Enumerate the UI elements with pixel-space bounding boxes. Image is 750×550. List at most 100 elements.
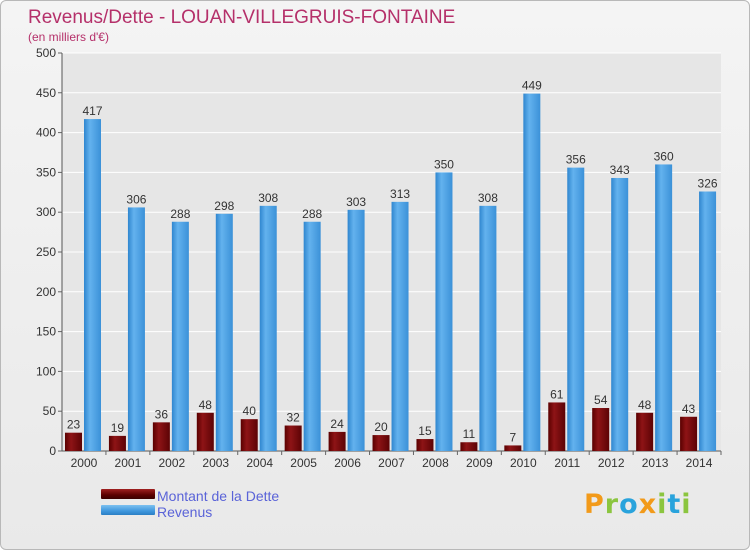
- data-label-revenus-2014: 326: [698, 177, 718, 191]
- proxiti-logo: Proxiti: [584, 489, 692, 520]
- bar-revenus-2012: [611, 177, 629, 452]
- bar-dette-2004: [240, 419, 258, 451]
- data-label-revenus-2007: 313: [390, 187, 410, 201]
- legend-label-dette: Montant de la Dette: [157, 488, 280, 504]
- data-label-dette-2010: 7: [509, 430, 516, 444]
- x-tick-label-2006: 2006: [334, 456, 361, 470]
- bar-revenus-2011: [567, 167, 585, 451]
- data-label-revenus-2005: 288: [302, 207, 322, 221]
- bar-dette-2003: [196, 412, 214, 451]
- x-tick-label-2002: 2002: [158, 456, 185, 470]
- bar-revenus-2007: [391, 201, 409, 451]
- x-tick-label-2007: 2007: [378, 456, 405, 470]
- bar-revenus-2003: [215, 213, 233, 451]
- bar-dette-2009: [460, 442, 478, 451]
- data-label-dette-2001: 19: [111, 421, 125, 435]
- data-label-revenus-2009: 308: [478, 191, 498, 205]
- bar-revenus-2005: [303, 221, 321, 451]
- data-label-dette-2009: 11: [463, 427, 476, 441]
- data-label-revenus-2001: 306: [126, 192, 146, 206]
- bar-revenus-2002: [171, 221, 189, 451]
- bar-revenus-2010: [523, 93, 541, 451]
- bar-dette-2010: [504, 445, 522, 451]
- bar-dette-2006: [328, 431, 346, 451]
- x-tick-label-2014: 2014: [686, 456, 713, 470]
- y-tick-label: 350: [36, 165, 56, 179]
- legend-swatch-revenus: [101, 505, 155, 515]
- data-label-dette-2003: 48: [199, 398, 213, 412]
- data-label-revenus-2012: 343: [610, 163, 630, 177]
- y-tick-label: 150: [36, 325, 56, 339]
- bar-revenus-2004: [259, 205, 277, 451]
- bar-dette-2013: [636, 412, 654, 451]
- data-label-revenus-2003: 298: [214, 199, 234, 213]
- legend-label-revenus: Revenus: [157, 504, 213, 520]
- data-label-revenus-2004: 308: [258, 191, 278, 205]
- y-tick-label: 50: [43, 404, 57, 418]
- data-label-dette-2007: 20: [374, 420, 388, 434]
- x-tick-label-2004: 2004: [246, 456, 273, 470]
- bar-dette-2000: [65, 432, 82, 451]
- x-tick-label-2001: 2001: [115, 456, 142, 470]
- x-tick-label-2013: 2013: [642, 456, 669, 470]
- data-label-revenus-2008: 350: [434, 157, 454, 171]
- data-label-revenus-2013: 360: [654, 149, 674, 163]
- data-label-dette-2013: 48: [638, 398, 652, 412]
- data-label-dette-2004: 40: [243, 404, 257, 418]
- bar-revenus-2013: [655, 164, 673, 451]
- data-label-revenus-2000: 417: [82, 104, 102, 118]
- chart-title: Revenus/Dette - LOUAN-VILLEGRUIS-FONTAIN…: [28, 7, 456, 28]
- logo-letter-0: P: [584, 489, 605, 520]
- data-label-revenus-2002: 288: [170, 207, 190, 221]
- x-tick-label-2005: 2005: [290, 456, 317, 470]
- bar-revenus-2014: [699, 191, 717, 451]
- y-tick-label: 450: [36, 86, 56, 100]
- data-label-dette-2006: 24: [330, 417, 344, 431]
- bar-dette-2001: [108, 435, 126, 451]
- data-label-revenus-2010: 449: [522, 79, 542, 93]
- x-tick-label-2009: 2009: [466, 456, 493, 470]
- x-tick-label-2008: 2008: [422, 456, 449, 470]
- bar-dette-2014: [680, 416, 698, 451]
- bar-revenus-2006: [347, 209, 365, 451]
- bar-dette-2002: [152, 422, 170, 451]
- data-label-dette-2000: 23: [67, 418, 81, 432]
- data-label-dette-2008: 15: [418, 424, 432, 438]
- data-label-dette-2012: 54: [594, 393, 608, 407]
- y-tick-label: 300: [36, 205, 56, 219]
- x-tick-label-2000: 2000: [71, 456, 98, 470]
- logo-letter-1: r: [604, 489, 620, 520]
- data-label-dette-2011: 61: [550, 387, 564, 401]
- y-tick-label: 250: [36, 245, 56, 259]
- data-label-revenus-2006: 303: [346, 195, 366, 209]
- bar-revenus-2009: [479, 205, 497, 451]
- data-label-dette-2005: 32: [286, 411, 300, 425]
- logo-letter-2: o: [619, 489, 639, 520]
- x-tick-label-2010: 2010: [510, 456, 537, 470]
- bar-dette-2011: [548, 402, 566, 451]
- y-tick-label: 500: [36, 46, 56, 60]
- data-label-dette-2014: 43: [682, 402, 696, 416]
- x-tick-label-2011: 2011: [554, 456, 580, 470]
- legend-swatch-dette: [101, 489, 155, 499]
- bar-dette-2008: [416, 439, 434, 451]
- bar-revenus-2000: [84, 119, 101, 452]
- logo-letter-6: i: [681, 489, 692, 520]
- logo-letter-3: x: [638, 489, 658, 520]
- bar-revenus-2008: [435, 172, 453, 451]
- y-tick-label: 200: [36, 285, 56, 299]
- data-label-revenus-2011: 356: [566, 153, 586, 167]
- bar-revenus-2001: [127, 207, 145, 451]
- bar-dette-2012: [592, 408, 610, 451]
- logo-letter-4: i: [657, 489, 668, 520]
- chart-subtitle: (en milliers d'€): [28, 30, 109, 44]
- y-tick-label: 100: [36, 364, 56, 378]
- y-tick-label: 400: [36, 126, 56, 140]
- bar-dette-2007: [372, 435, 390, 451]
- bar-dette-2005: [284, 425, 302, 451]
- data-label-dette-2002: 36: [155, 407, 169, 421]
- logo-letter-5: t: [667, 489, 682, 520]
- y-tick-label: 0: [49, 444, 56, 458]
